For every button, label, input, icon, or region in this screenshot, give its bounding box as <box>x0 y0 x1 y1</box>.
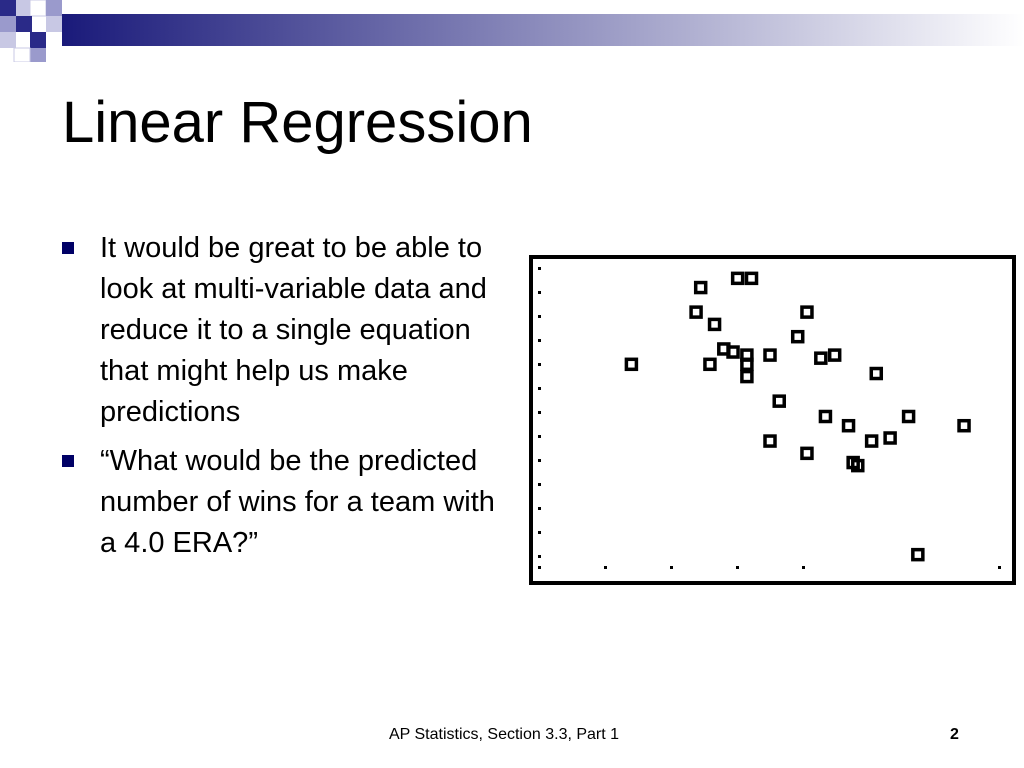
scatter-point <box>901 409 916 424</box>
scatter-point <box>957 418 971 433</box>
slide-footer: AP Statistics, Section 3.3, Part 1 <box>389 726 620 743</box>
scatter-point <box>707 317 722 332</box>
scatter-point <box>693 280 708 295</box>
scatter-point <box>726 345 740 359</box>
y-tick-mark <box>538 363 541 366</box>
y-tick-mark <box>538 267 541 270</box>
scatter-point <box>911 547 925 562</box>
scatter-point <box>744 271 759 286</box>
axis-tick-marks <box>538 267 1001 569</box>
scatter-point <box>800 305 814 319</box>
header-gradient-band <box>0 0 1024 62</box>
y-tick-mark <box>538 339 541 342</box>
scatter-point <box>730 271 745 286</box>
x-tick-mark <box>604 566 607 569</box>
data-points <box>624 271 971 562</box>
x-tick-mark <box>802 566 805 569</box>
scatter-point <box>814 351 828 365</box>
y-tick-mark <box>538 483 541 486</box>
scatter-point <box>689 305 703 319</box>
y-tick-mark <box>538 459 541 462</box>
x-tick-mark <box>670 566 673 569</box>
y-tick-mark <box>538 531 541 534</box>
scatter-point <box>703 357 717 372</box>
scatter-point <box>790 329 805 344</box>
scatter-point <box>827 348 842 362</box>
bullet-item: It would be great to be able to look at … <box>62 228 502 433</box>
x-tick-mark <box>998 566 1001 569</box>
scatter-point <box>883 431 897 445</box>
y-tick-mark <box>538 411 541 414</box>
scatter-point <box>869 366 884 381</box>
scatter-point <box>740 369 754 384</box>
bullet-text: It would be great to be able to look at … <box>100 232 487 428</box>
bullet-item: “What would be the predicted number of w… <box>62 441 502 564</box>
y-tick-mark <box>538 555 541 558</box>
plot-frame <box>529 255 1016 585</box>
square-bullet-icon <box>62 242 74 254</box>
scatter-point <box>763 434 777 448</box>
page-number: 2 <box>950 726 959 743</box>
bullet-list: It would be great to be able to look at … <box>62 228 502 572</box>
bullet-text: “What would be the predicted number of w… <box>100 445 495 559</box>
scatter-point <box>800 446 814 461</box>
scatter-point <box>740 357 754 372</box>
y-tick-mark <box>538 435 541 438</box>
scatter-point <box>763 348 777 362</box>
y-tick-mark <box>538 387 541 390</box>
scatter-point <box>818 409 833 424</box>
y-tick-mark <box>538 507 541 510</box>
scatter-point <box>841 418 856 433</box>
scatter-point <box>624 357 639 372</box>
x-tick-mark <box>736 566 739 569</box>
header-decoration <box>0 0 1024 62</box>
scatter-point <box>851 458 865 473</box>
scatter-plot <box>529 255 1016 585</box>
square-bullet-icon <box>62 455 74 467</box>
x-tick-mark <box>538 566 541 569</box>
scatter-point <box>772 394 786 408</box>
y-tick-mark <box>538 315 541 318</box>
slide-title: Linear Regression <box>62 90 533 155</box>
scatter-point <box>864 434 879 448</box>
y-tick-mark <box>538 291 541 294</box>
